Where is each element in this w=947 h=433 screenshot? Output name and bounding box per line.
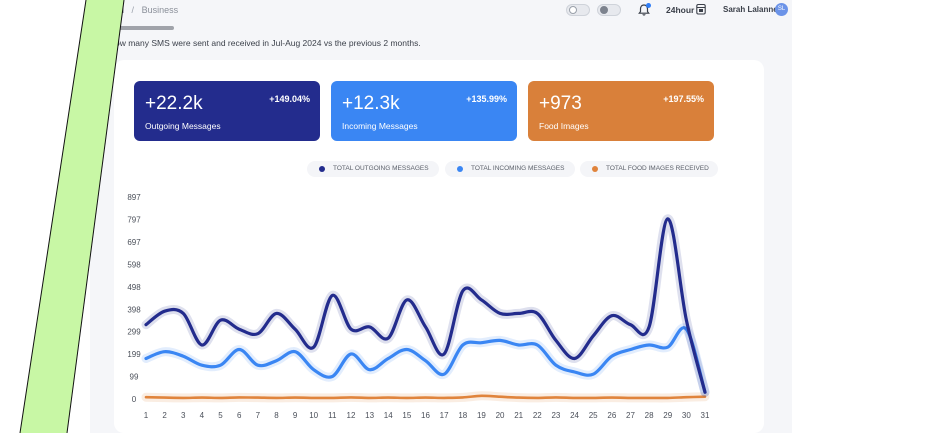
x-tick-label: 2 bbox=[162, 411, 167, 420]
stat-change: +197.55% bbox=[663, 94, 704, 104]
x-tick-label: 5 bbox=[218, 411, 223, 420]
x-tick-label: 6 bbox=[237, 411, 242, 420]
x-tick-label: 17 bbox=[440, 411, 449, 420]
legend-label: TOTAL INCOMING MESSAGES bbox=[471, 165, 565, 172]
stat-value: +22.2k bbox=[145, 93, 203, 114]
page-subtitle: ow many SMS were sent and received in Ju… bbox=[115, 38, 421, 48]
x-tick-label: 13 bbox=[365, 411, 374, 420]
top-bar: rd / Business 24hour Sarah Lalanne bbox=[90, 0, 792, 24]
y-tick-label: 199 bbox=[127, 350, 141, 359]
legend-swatch bbox=[457, 166, 463, 172]
x-tick-label: 25 bbox=[589, 411, 598, 420]
x-tick-label: 22 bbox=[533, 411, 542, 420]
stat-value: +12.3k bbox=[342, 93, 400, 114]
x-tick-label: 10 bbox=[309, 411, 318, 420]
y-tick-label: 99 bbox=[130, 373, 139, 382]
stat-card-incoming[interactable]: +12.3k Incoming Messages +135.99% bbox=[331, 81, 517, 141]
stat-change: +135.99% bbox=[466, 94, 507, 104]
x-tick-label: 24 bbox=[570, 411, 579, 420]
notification-dot bbox=[646, 3, 651, 8]
x-tick-label: 4 bbox=[200, 411, 205, 420]
x-tick-label: 3 bbox=[181, 411, 186, 420]
series-line-outgoing[interactable] bbox=[144, 217, 707, 394]
series-line-food[interactable] bbox=[144, 394, 707, 400]
breadcrumb-separator: / bbox=[131, 5, 135, 15]
green-accent-shape bbox=[0, 0, 125, 433]
x-tick-label: 28 bbox=[645, 411, 654, 420]
y-tick-label: 398 bbox=[127, 305, 141, 314]
x-tick-label: 16 bbox=[421, 411, 430, 420]
legend-item-food[interactable]: TOTAL FOOD IMAGES RECEIVED bbox=[580, 161, 718, 177]
y-tick-label: 897 bbox=[127, 193, 141, 202]
x-tick-label: 1 bbox=[144, 411, 149, 420]
stat-label: Food Images bbox=[539, 121, 589, 131]
toggle-knob bbox=[569, 6, 577, 14]
x-tick-label: 12 bbox=[347, 411, 356, 420]
y-tick-label: 697 bbox=[127, 238, 141, 247]
x-tick-label: 9 bbox=[293, 411, 298, 420]
x-tick-label: 30 bbox=[682, 411, 691, 420]
avatar[interactable]: SL bbox=[775, 3, 788, 16]
x-tick-label: 18 bbox=[458, 411, 467, 420]
x-tick-label: 15 bbox=[402, 411, 411, 420]
y-tick-label: 498 bbox=[127, 283, 141, 292]
y-tick-label: 0 bbox=[132, 395, 137, 404]
x-tick-label: 21 bbox=[514, 411, 523, 420]
x-axis: 1 2 3 4 5 6 7 8 9 10 11 12 13 14 15 16 17 18 19 20 21 22 23 24 2… bbox=[144, 411, 710, 420]
mode-toggle[interactable] bbox=[597, 4, 621, 16]
y-axis: 0 99 199 299 398 498 598 697 797 897 bbox=[127, 193, 141, 404]
series-layer bbox=[141, 214, 710, 403]
user-name[interactable]: Sarah Lalanne bbox=[723, 5, 778, 14]
legend-swatch bbox=[592, 166, 598, 172]
clock-format-toggle[interactable]: 24hour bbox=[666, 5, 695, 15]
x-tick-label: 27 bbox=[626, 411, 635, 420]
x-tick-label: 20 bbox=[496, 411, 505, 420]
x-tick-label: 23 bbox=[551, 411, 560, 420]
x-tick-label: 19 bbox=[477, 411, 486, 420]
legend-label: TOTAL OUTGOING MESSAGES bbox=[333, 165, 429, 172]
x-tick-label: 7 bbox=[256, 411, 261, 420]
stat-card-outgoing[interactable]: +22.2k Outgoing Messages +149.04% bbox=[134, 81, 320, 141]
toggle-knob bbox=[600, 6, 608, 14]
page-title bbox=[112, 26, 174, 32]
x-tick-label: 8 bbox=[274, 411, 279, 420]
chart-card: +22.2k Outgoing Messages +149.04% +12.3k… bbox=[114, 60, 764, 433]
stat-label: Incoming Messages bbox=[342, 121, 418, 131]
legend-item-incoming[interactable]: TOTAL INCOMING MESSAGES bbox=[445, 161, 575, 177]
x-tick-label: 14 bbox=[384, 411, 393, 420]
theme-toggle[interactable] bbox=[566, 4, 590, 16]
x-tick-label: 26 bbox=[607, 411, 616, 420]
x-tick-label: 31 bbox=[701, 411, 710, 420]
y-tick-label: 299 bbox=[127, 328, 141, 337]
stat-value: +973 bbox=[539, 93, 582, 114]
x-tick-label: 29 bbox=[663, 411, 672, 420]
stat-card-food-images[interactable]: +973 Food Images +197.55% bbox=[528, 81, 714, 141]
stat-change: +149.04% bbox=[269, 94, 310, 104]
series-line-incoming[interactable] bbox=[144, 326, 707, 394]
x-tick-label: 11 bbox=[328, 411, 337, 420]
notification-bell-icon[interactable] bbox=[637, 3, 651, 17]
y-tick-label: 598 bbox=[127, 260, 141, 269]
legend-item-outgoing[interactable]: TOTAL OUTGOING MESSAGES bbox=[307, 161, 439, 177]
legend-label: TOTAL FOOD IMAGES RECEIVED bbox=[606, 165, 709, 172]
breadcrumb-section[interactable]: Business bbox=[141, 5, 179, 15]
y-tick-label: 797 bbox=[127, 216, 141, 225]
legend-swatch bbox=[319, 166, 325, 172]
stat-label: Outgoing Messages bbox=[145, 121, 221, 131]
calendar-icon[interactable] bbox=[696, 3, 706, 15]
